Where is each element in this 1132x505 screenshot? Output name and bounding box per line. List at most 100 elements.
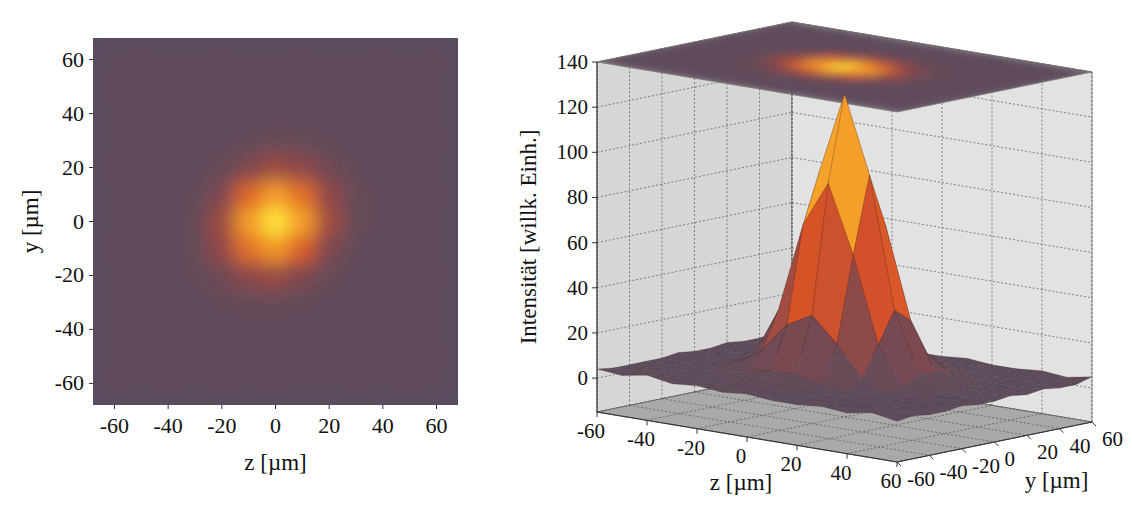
heatmap-cell — [423, 315, 451, 343]
heatmap-cell — [315, 46, 343, 74]
heatmap-cell — [181, 288, 209, 316]
heatmap-cell — [101, 315, 129, 343]
heatmap-cell — [423, 73, 451, 101]
x-tick — [647, 420, 648, 425]
heatmap-cell — [181, 127, 209, 155]
x-tick-label: 40 — [372, 413, 394, 438]
heatmap-cell — [288, 208, 316, 236]
heatmap-cell — [369, 208, 397, 236]
heatmap-cell — [342, 46, 370, 74]
y-tick-label: -20 — [55, 262, 84, 287]
heatmap-cell — [342, 100, 370, 128]
y-axis-title: y [µm] — [18, 190, 43, 254]
x-tick-label: 60 — [881, 469, 902, 493]
heatmap-cell — [288, 127, 316, 155]
heatmap-cell — [208, 73, 236, 101]
grid-line — [797, 405, 992, 445]
y-tick — [89, 221, 93, 222]
heatmap-cell — [154, 288, 182, 316]
surface — [597, 94, 1092, 421]
x-axis-title: z [µm] — [244, 450, 306, 475]
z-tick-label: 20 — [567, 321, 588, 345]
heatmap-cell — [315, 342, 343, 370]
heatmap-cell — [315, 234, 343, 262]
heatmap-cell — [127, 261, 155, 289]
heatmap-cell — [235, 315, 263, 343]
grid-line — [694, 42, 695, 392]
heatmap-cell — [288, 315, 316, 343]
grid-line — [747, 397, 942, 437]
y-tick — [897, 462, 901, 466]
heatmap-cell — [127, 73, 155, 101]
heatmap-cell — [288, 46, 316, 74]
y-tick-label: 40 — [62, 101, 84, 126]
heatmap-cell — [101, 127, 129, 155]
x-tick-label: -20 — [207, 413, 236, 438]
heatmap-cell — [288, 261, 316, 289]
y-tick-label: -60 — [907, 467, 935, 491]
x-axis-title: z [µm] — [710, 470, 772, 495]
heatmap-cell — [235, 261, 263, 289]
heatmap-cell — [315, 127, 343, 155]
heatmap-cell — [315, 154, 343, 182]
axis-line — [597, 412, 897, 462]
y-tick-label: 20 — [1037, 440, 1058, 464]
heatmap-cell — [369, 127, 397, 155]
heatmap-cell — [288, 234, 316, 262]
heatmap-cell — [154, 154, 182, 182]
heatmap-cell — [396, 288, 424, 316]
heatmap-cell — [423, 234, 451, 262]
heatmap-cell — [396, 369, 424, 397]
y-tick — [1027, 435, 1031, 439]
heatmap-cell — [288, 342, 316, 370]
right-wall — [792, 22, 1092, 422]
heatmap-cell — [127, 100, 155, 128]
heatmap-cell — [127, 46, 155, 74]
heatmap-cell — [342, 234, 370, 262]
heatmap-cell — [127, 127, 155, 155]
heatmap-cell — [154, 261, 182, 289]
z-tick-label: 40 — [567, 276, 588, 300]
heatmap-cell — [235, 154, 263, 182]
z-tick-label: 100 — [557, 140, 589, 164]
z-tick — [592, 62, 597, 63]
y-tick — [89, 167, 93, 168]
heatmap-cell — [181, 73, 209, 101]
heatmap-cell — [342, 127, 370, 155]
heatmap-cell — [396, 46, 424, 74]
z-tick-label: 60 — [567, 231, 588, 255]
y-axis-title: y [µm] — [1025, 468, 1089, 493]
heatmap-cell — [181, 369, 209, 397]
grid-line — [992, 55, 993, 405]
grid-line — [597, 62, 598, 412]
heatmap-cell — [396, 154, 424, 182]
heatmap-cell — [154, 46, 182, 74]
surface-patch — [672, 378, 713, 386]
heatmap-cell — [342, 154, 370, 182]
heatmap-cell — [315, 261, 343, 289]
heatmap-cell — [101, 288, 129, 316]
x-tick — [168, 405, 169, 409]
heatmap-cell — [181, 234, 209, 262]
heatmap-cells — [93, 38, 458, 405]
z-tick — [592, 242, 597, 243]
heatmap-cell — [423, 369, 451, 397]
y-tick-label: 0 — [1005, 447, 1016, 471]
heatmap-cell — [342, 73, 370, 101]
x-tick — [697, 429, 698, 434]
heatmap-cell — [208, 234, 236, 262]
y-tick — [89, 59, 93, 60]
heatmap-cell — [369, 261, 397, 289]
surface-patch — [797, 399, 838, 407]
y-tick — [89, 383, 93, 384]
x-tick — [275, 405, 276, 409]
heatmap-cell — [101, 181, 129, 209]
heatmap-cell — [181, 100, 209, 128]
x-tick-label: -40 — [627, 427, 655, 451]
y-tick — [1092, 422, 1096, 426]
heatmap-cell — [154, 369, 182, 397]
y-tick-label: 60 — [1102, 427, 1123, 451]
heatmap-cell — [315, 100, 343, 128]
x-tick-label: 40 — [831, 461, 852, 485]
x-tick — [436, 405, 437, 409]
